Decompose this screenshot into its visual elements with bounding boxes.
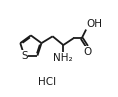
Text: NH₂: NH₂ xyxy=(53,53,73,63)
Text: HCl: HCl xyxy=(38,77,56,87)
Text: O: O xyxy=(83,47,91,57)
Text: S: S xyxy=(21,51,28,61)
Text: OH: OH xyxy=(87,19,103,29)
